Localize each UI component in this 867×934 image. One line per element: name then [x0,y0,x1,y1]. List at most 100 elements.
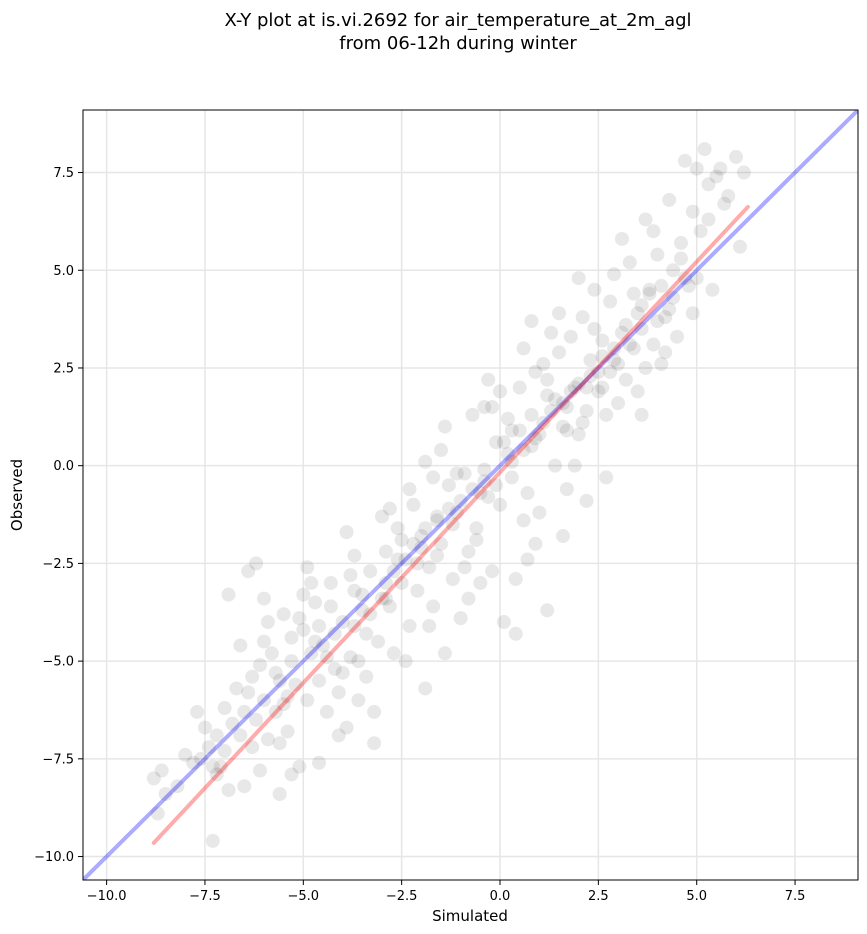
scatter-point [670,329,685,344]
scatter-point [347,618,362,633]
scatter-point [331,685,346,700]
scatter-point [622,255,637,270]
one-to-one-line [83,110,858,880]
scatter-point [634,298,649,313]
scatter-point [363,607,378,622]
scatter-point [481,489,496,504]
scatter-point [540,372,555,387]
scatter-point [516,443,531,458]
scatter-point [512,380,527,395]
scatter-point [496,615,511,630]
scatter-point [441,501,456,516]
scatter-point [233,728,248,743]
scatter-point [331,728,346,743]
scatter-point [253,658,268,673]
chart-title: X-Y plot at is.vi.2692 for air_temperatu… [224,10,691,31]
scatter-point [493,497,508,512]
scatter-point [575,415,590,430]
scatter-point [367,736,382,751]
scatter-point [571,376,586,391]
scatter-point [402,618,417,633]
scatter-point [335,615,350,630]
scatter-point [654,357,669,372]
scatter-point [347,548,362,563]
scatter-point [650,247,665,262]
scatter-point [528,364,543,379]
scatter-point [245,669,260,684]
scatter-point [197,720,212,735]
scatter-point [583,368,598,383]
scatter-point [681,278,696,293]
scatter-point [201,740,216,755]
scatter-point [209,767,224,782]
scatter-point [599,407,614,422]
scatter-point [374,591,389,606]
scatter-point [237,704,252,719]
scatter-point [264,646,279,661]
scatter-point [622,337,637,352]
scatter-point [390,552,405,567]
scatter-point [284,767,299,782]
scatter-point [335,665,350,680]
scatter-point [689,161,704,176]
scatter-point [414,540,429,555]
scatter-point [524,407,539,422]
scatter-point [355,587,370,602]
scatter-point [300,693,315,708]
scatter-point [213,759,228,774]
scatter-point [685,306,700,321]
scatter-point [544,403,559,418]
scatter-point [477,474,492,489]
scatter-point [677,271,692,286]
scatter-point [363,564,378,579]
scatter-point [422,560,437,575]
scatter-point [626,286,641,301]
scatter-point [485,400,500,415]
scatter-point [304,646,319,661]
scatter-point [418,521,433,536]
scatter-point [433,536,448,551]
scatter-point [327,626,342,641]
scatter-point [504,470,519,485]
scatter-point [343,568,358,583]
scatter-point [245,740,260,755]
scatter-point [583,353,598,368]
scatter-point [528,431,543,446]
x-tick-label: −2.5 [386,889,418,904]
scatter-point [516,341,531,356]
scatter-point [386,564,401,579]
scatter-point [563,384,578,399]
scatter-point [146,771,161,786]
scatter-point [638,360,653,375]
scatter-point [599,470,614,485]
scatter-point [284,630,299,645]
scatter-point [217,744,232,759]
scatter-point [378,575,393,590]
scatter-point [642,286,657,301]
scatter-point [638,212,653,227]
scatter-point [430,509,445,524]
scatter-point [595,380,610,395]
scatter-point [571,271,586,286]
y-tick-label: 0.0 [53,459,74,474]
scatter-point [614,325,629,340]
scatter-point [312,755,327,770]
scatter-point [705,282,720,297]
scatter-point [433,443,448,458]
y-tick-label: 2.5 [53,361,74,376]
scatter-point [378,591,393,606]
scatter-point [154,763,169,778]
scatter-point [186,755,201,770]
scatter-point [414,529,429,544]
scatter-point [205,759,220,774]
scatter-point [260,732,275,747]
scatter-point [591,364,606,379]
scatter-point [473,575,488,590]
scatter-point [300,560,315,575]
scatter-point [347,583,362,598]
scatter-point [662,192,677,207]
scatter-point [406,497,421,512]
scatter-point [249,712,264,727]
scatter-point [319,650,334,665]
scatter-point [709,169,724,184]
